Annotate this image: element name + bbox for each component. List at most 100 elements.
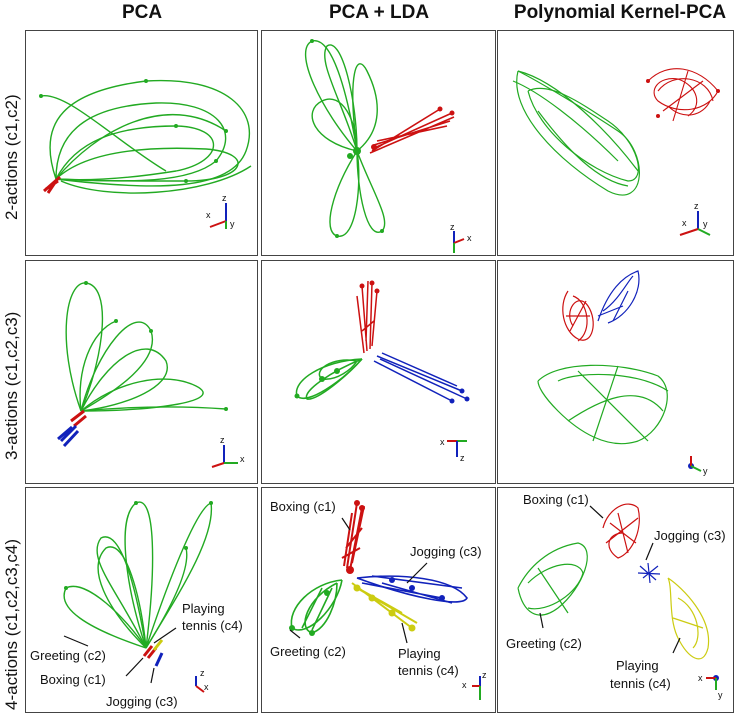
- column-title-kernel-pca: Polynomial Kernel-PCA: [513, 2, 727, 23]
- axis-y-label: y: [703, 219, 708, 229]
- axis-z-label: z: [450, 222, 455, 232]
- points-c2: [294, 368, 340, 399]
- label-jogging: Jogging (c3): [654, 528, 726, 543]
- panel-lda-4-actions: Boxing (c1) Jogging (c3) Greeting (c2) P…: [261, 487, 496, 713]
- row-label-3-actions: 3-actions (c1,c2,c3): [2, 311, 21, 460]
- panel-pca-3-actions: z x: [25, 260, 258, 484]
- label-boxing: Boxing (c1): [40, 672, 106, 687]
- annotation-arrows: [63, 627, 177, 684]
- points-c1: [359, 280, 380, 294]
- axis-triad: z x: [195, 668, 209, 693]
- row-label-2-actions: 2-actions (c1,c2): [2, 94, 21, 220]
- panel-pca-4-actions: z x Playing tennis (c4) Greeting (c2) Bo…: [25, 487, 258, 713]
- label-boxing: Boxing (c1): [270, 499, 336, 514]
- label-greeting: Greeting (c2): [506, 636, 582, 651]
- axis-z-label: z: [482, 670, 487, 680]
- axis-triad: x z: [440, 437, 467, 463]
- trajectory-c1: [647, 68, 719, 122]
- label-greeting: Greeting (c2): [30, 648, 106, 663]
- points-c2: [39, 79, 228, 183]
- label-jogging: Jogging (c3): [410, 544, 482, 559]
- trajectory-c2: [517, 542, 588, 616]
- trajectory-c4: [152, 639, 164, 651]
- label-playing-line1: Playing: [398, 646, 441, 661]
- axis-triad: x y: [698, 673, 723, 700]
- points-c2: [84, 281, 228, 411]
- trajectory-c3: [154, 652, 164, 667]
- axis-triad: z x: [462, 670, 487, 700]
- points-c3: [389, 577, 445, 601]
- axis-x-label: x: [462, 680, 467, 690]
- axis-x-label: x: [240, 454, 245, 464]
- trajectory-c1: [70, 409, 87, 428]
- trajectory-c1: [562, 290, 594, 342]
- points-c4: [353, 584, 416, 632]
- label-playing-line2: tennis (c4): [182, 618, 243, 633]
- trajectory-c1: [369, 108, 455, 154]
- plot-lda-4-actions: Boxing (c1) Jogging (c3) Greeting (c2) P…: [270, 499, 487, 700]
- axis-x-label: x: [440, 437, 445, 447]
- axis-x-label: x: [467, 233, 472, 243]
- trajectory-c3: [57, 424, 80, 448]
- axis-y-label: y: [718, 690, 723, 700]
- label-jogging: Jogging (c3): [106, 694, 178, 709]
- plot-kpca-4-actions: Boxing (c1) Jogging (c3) Greeting (c2) P…: [506, 492, 726, 700]
- plot-kpca-3-actions: y: [537, 270, 708, 476]
- label-playing-line1: Playing: [616, 658, 659, 673]
- axis-z-label: z: [220, 435, 225, 445]
- panel-pca-2-actions: z x y: [25, 30, 258, 256]
- annotation-arrows: [539, 505, 681, 654]
- axis-z-label: z: [200, 668, 205, 678]
- axis-y-label: y: [230, 219, 235, 229]
- points-c2: [64, 501, 213, 590]
- points-c3: [449, 388, 470, 404]
- plot-pca-4-actions: z x Playing tennis (c4) Greeting (c2) Bo…: [30, 501, 243, 709]
- panel-kpca-2-actions: z x y: [497, 30, 734, 256]
- axis-triad: z x: [450, 222, 472, 253]
- label-playing-line2: tennis (c4): [398, 663, 459, 678]
- trajectory-c3: [597, 270, 640, 324]
- column-title-pca-lda: PCA + LDA: [328, 2, 430, 23]
- axis-x-label: x: [206, 210, 211, 220]
- trajectory-c2: [295, 358, 363, 400]
- trajectory-c2: [304, 40, 386, 237]
- axis-triad: z x y: [679, 201, 711, 236]
- points-c1: [346, 500, 365, 574]
- panel-kpca-3-actions: y: [497, 260, 734, 484]
- trajectory-c2: [40, 79, 252, 194]
- trajectory-c3: [373, 352, 468, 402]
- column-title-pca: PCA: [121, 2, 163, 23]
- trajectory-c2: [290, 579, 343, 634]
- points-c2: [289, 590, 330, 636]
- points-c2: [310, 39, 384, 238]
- axis-triad: y: [688, 456, 708, 476]
- label-greeting: Greeting (c2): [270, 644, 346, 659]
- panel-kpca-4-actions: Boxing (c1) Jogging (c3) Greeting (c2) P…: [497, 487, 734, 713]
- axis-z-label: z: [694, 201, 699, 211]
- axis-z-label: z: [460, 453, 465, 463]
- plot-lda-3-actions: x z: [294, 280, 470, 463]
- plot-pca-2-actions: z x y: [39, 79, 252, 229]
- trajectory-c2: [65, 282, 227, 412]
- plot-pca-3-actions: z x: [57, 281, 245, 468]
- trajectory-c1: [356, 280, 378, 354]
- panel-lda-2-actions: z x: [261, 30, 496, 256]
- trajectory-c4: [351, 582, 418, 629]
- trajectory-c2: [512, 70, 640, 196]
- trajectory-c1: [341, 502, 365, 571]
- plot-lda-2-actions: z x: [304, 39, 472, 253]
- axis-triad: z x y: [206, 193, 235, 229]
- axis-x-label: x: [698, 673, 703, 683]
- axis-z-label: z: [222, 193, 227, 203]
- points-c1: [646, 79, 720, 118]
- label-playing-line1: Playing: [182, 601, 225, 616]
- points-c1: [371, 106, 455, 150]
- axis-x-label: x: [204, 682, 209, 692]
- axis-y-label: y: [703, 466, 708, 476]
- plot-kpca-2-actions: z x y: [512, 68, 720, 236]
- label-boxing: Boxing (c1): [523, 492, 589, 507]
- axis-triad: z x: [211, 435, 245, 468]
- annotation-arrows: [289, 517, 428, 644]
- panel-lda-3-actions: x z: [261, 260, 496, 484]
- trajectory-c2: [537, 364, 669, 445]
